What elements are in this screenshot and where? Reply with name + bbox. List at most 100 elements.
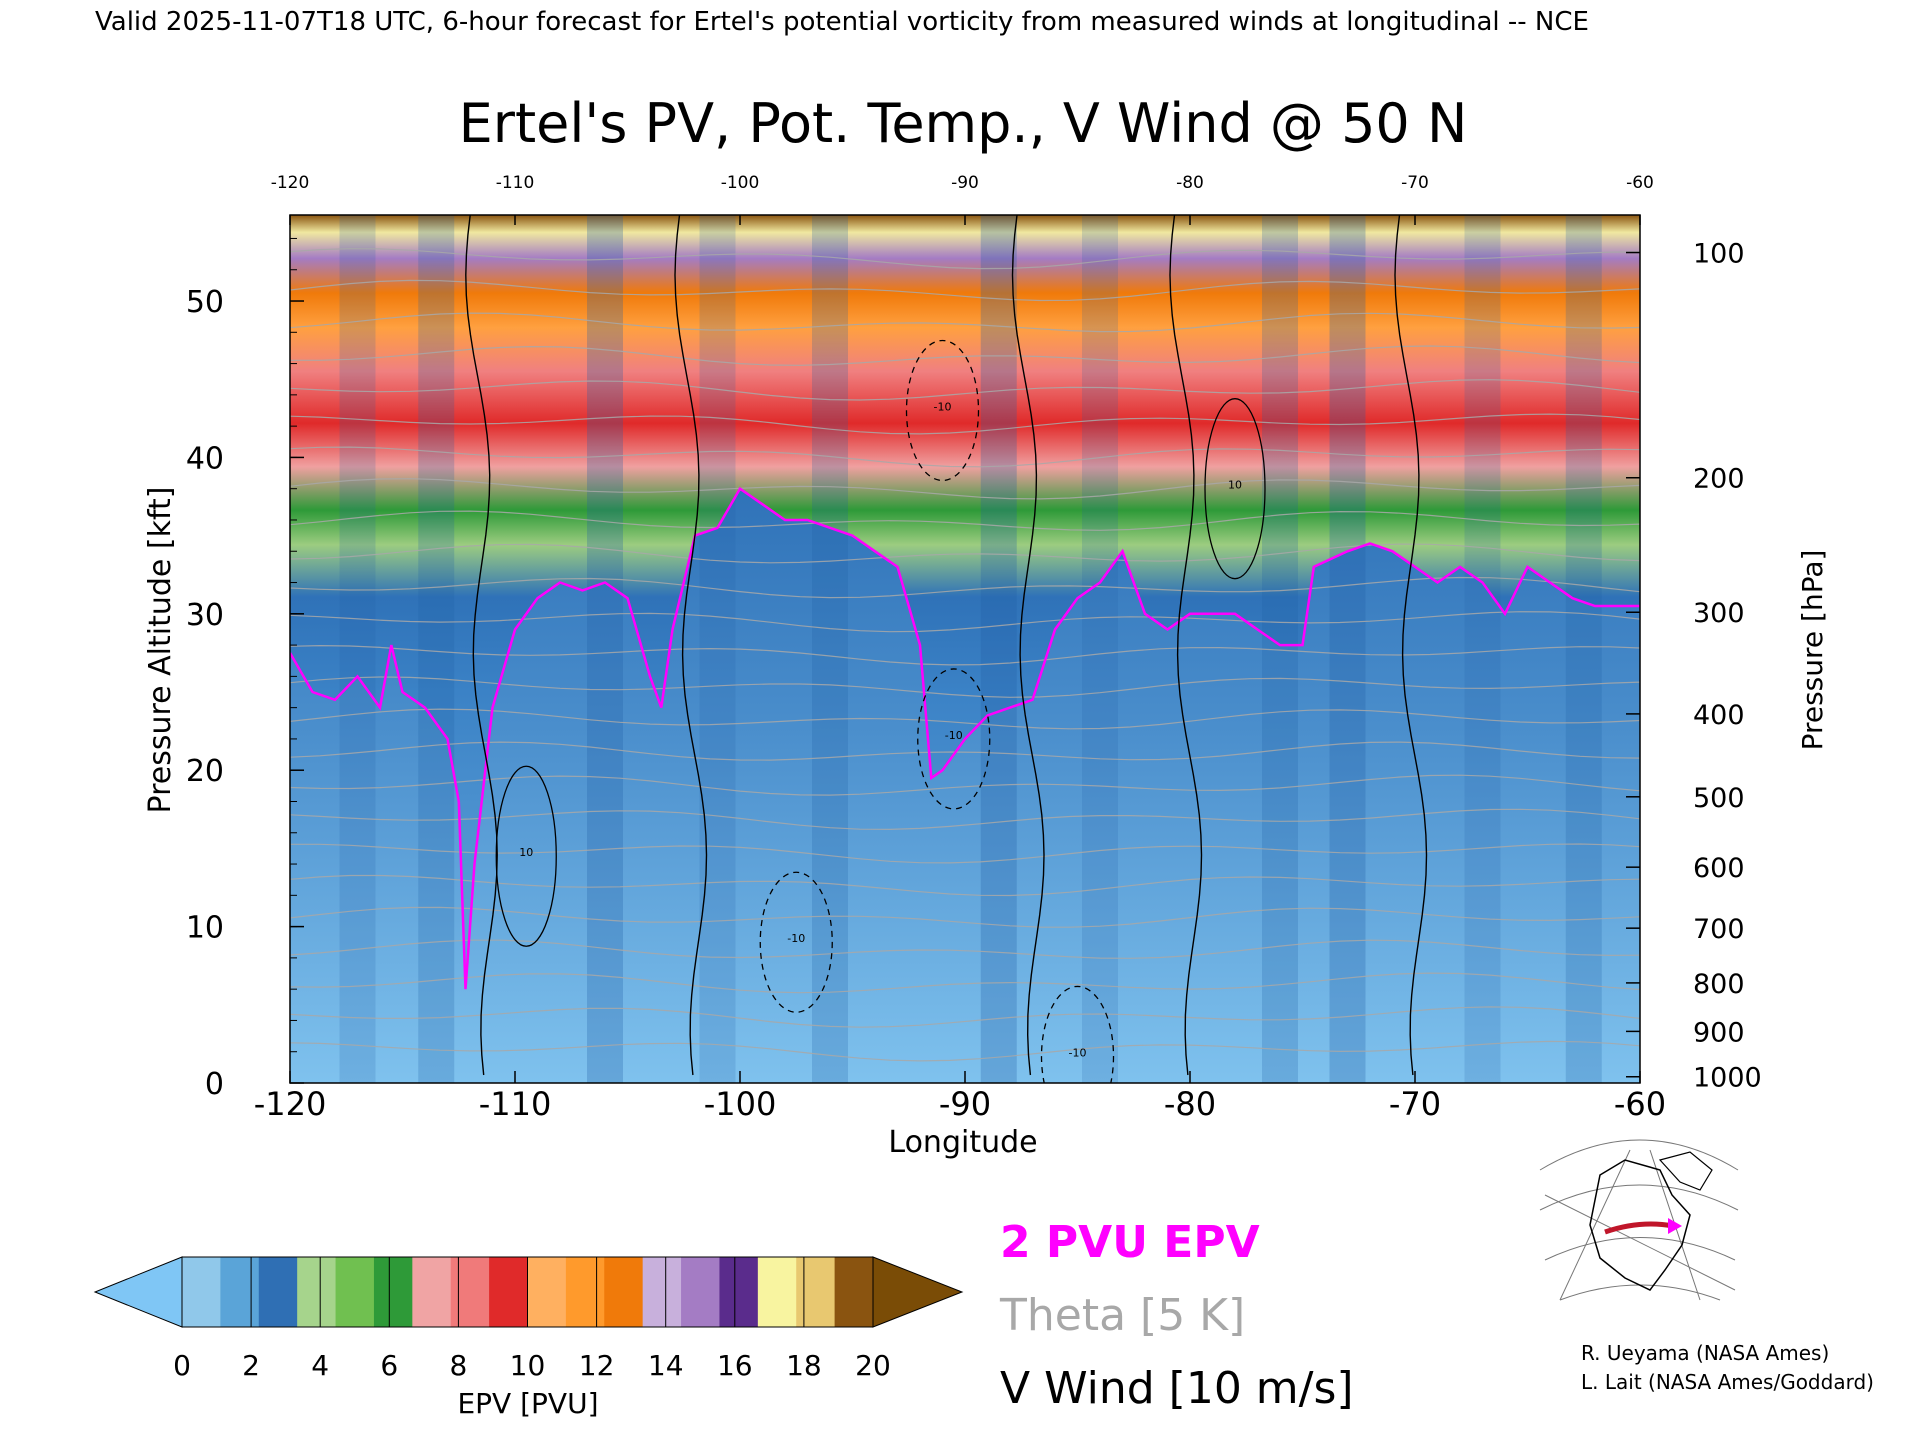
x-tick-label-bottom: -90: [939, 1085, 991, 1123]
x-tick-label-bottom: -80: [1164, 1085, 1216, 1123]
colorbar-swatch: [412, 1257, 452, 1327]
y-tick-label-right: 700: [1693, 914, 1745, 945]
colorbar-over-arrow: [872, 1256, 964, 1328]
colorbar-swatch: [335, 1257, 375, 1327]
colorbar-swatch: [796, 1257, 836, 1327]
theta-contour-line: [290, 774, 1640, 796]
theta-contours: [290, 247, 1640, 1062]
x-tick-label-top: -120: [271, 173, 310, 193]
chart-title: Ertel's PV, Pot. Temp., V Wind @ 50 N: [459, 92, 1468, 155]
y-tick-label-right: 500: [1693, 783, 1745, 814]
theta-contour-line: [290, 543, 1640, 564]
theta-contour-line: [290, 1006, 1640, 1028]
v-wind-zero-contour: [1169, 215, 1203, 1076]
theta-contour-line: [290, 379, 1640, 401]
theta-contour-line: [290, 874, 1640, 897]
locator-map-icon: [1539, 1139, 1739, 1301]
dark-band: [339, 215, 376, 1083]
v-wind-zero-contour: [465, 215, 498, 1076]
colorbar-tick-label: 6: [380, 1349, 398, 1382]
dark-band: [812, 215, 848, 1083]
y-tick-label-right: 300: [1693, 598, 1745, 629]
v-wind-zero-contour: [1394, 215, 1428, 1076]
plot-area: 10 10 -10 -10 -10 -10: [290, 215, 1640, 1083]
y-axis-label-right: Pressure [hPa]: [1796, 550, 1829, 751]
dark-band: [1464, 215, 1501, 1083]
y-tick-label-right: 900: [1693, 1017, 1745, 1048]
y-tick-label-right: 800: [1693, 969, 1745, 1000]
colorbar-swatch: [642, 1257, 682, 1327]
y-tick-label-left: 10: [186, 911, 224, 946]
y-tick-label-left: 30: [186, 598, 224, 633]
theta-contour-line: [290, 808, 1640, 831]
colorbar-tick-label: 8: [449, 1349, 467, 1382]
x-tick-label-top: -90: [951, 173, 979, 193]
y-tick-label-left: 50: [186, 285, 224, 320]
theta-contour-line: [290, 906, 1640, 928]
y-tick-label-right: 100: [1693, 239, 1745, 270]
y-tick-label-right: 200: [1693, 464, 1745, 495]
colorbar-swatch: [450, 1257, 490, 1327]
v-wind-contour-label: -10: [945, 729, 963, 742]
theta-contour-line: [290, 345, 1640, 366]
colorbar-tick-label: 18: [786, 1349, 822, 1382]
v-wind-zero-contour: [674, 215, 708, 1076]
theta-contour-line: [290, 843, 1640, 864]
v-wind-contour: [759, 871, 833, 1013]
tropopause-2pvu-line: [290, 486, 1640, 990]
colorbar-swatch: [527, 1257, 567, 1327]
x-tick-label-top: -80: [1176, 173, 1204, 193]
troposphere-fill: [290, 488, 1640, 1083]
theta-contour-line: [290, 576, 1640, 599]
legend-epv: 2 PVU EPV: [1000, 1217, 1260, 1268]
colorbar-tick-label: 12: [579, 1349, 615, 1382]
theta-contour-line: [290, 741, 1640, 761]
colorbar-swatch: [681, 1257, 720, 1327]
colorbar-tick-label: 2: [242, 1349, 260, 1382]
colorbar-tick-label: 20: [855, 1349, 891, 1382]
colorbar-tick-label: 0: [173, 1349, 191, 1382]
colorbar-label: EPV [PVU]: [457, 1387, 598, 1420]
colorbar-tick-label: 10: [510, 1349, 546, 1382]
y-tick-label-right: 600: [1693, 853, 1745, 884]
theta-contour-line: [290, 478, 1640, 500]
x-tick-label-bottom: -60: [1614, 1085, 1666, 1123]
y-tick-label-left: 20: [186, 754, 224, 789]
v-wind-contour: [917, 668, 991, 810]
v-wind-contour-label: -10: [787, 932, 805, 945]
theta-contour-line: [290, 708, 1640, 730]
v-wind-zero-contour: [1011, 215, 1045, 1076]
v-wind-contour: [1040, 985, 1115, 1083]
v-wind-contour-label: 10: [1228, 479, 1242, 492]
x-tick-label-top: -60: [1626, 173, 1654, 193]
x-tick-label-bottom: -120: [254, 1085, 327, 1123]
theta-contour-line: [290, 1040, 1640, 1062]
v-wind-contour: [495, 765, 557, 947]
theta-contour-line: [290, 312, 1640, 333]
y-tick-label-right: 1000: [1693, 1063, 1762, 1094]
header-text: Valid 2025-11-07T18 UTC, 6-hour forecast…: [95, 7, 1589, 37]
x-tick-label-bottom: -100: [704, 1085, 777, 1123]
colorbar-swatch: [258, 1257, 298, 1327]
v-wind-contour-label: -10: [934, 400, 952, 413]
x-tick-label-bottom: -70: [1389, 1085, 1441, 1123]
x-tick-label-top: -70: [1401, 173, 1429, 193]
axes: -120 -110 -100 -90 -80 -70 -60-120 -110 -100 -90-…: [186, 173, 1762, 1123]
y-axis-label-left: Pressure Altitude [kft]: [143, 487, 178, 814]
theta-contour-line: [290, 611, 1640, 633]
theta-contour-line: [290, 446, 1640, 468]
colorbar-swatch: [220, 1257, 260, 1327]
x-tick-label-top: -110: [496, 173, 535, 193]
dark-band: [1329, 215, 1366, 1083]
theta-contour-line: [290, 247, 1640, 270]
v-wind-contour: [905, 339, 980, 482]
x-tick-label-bottom: -110: [479, 1085, 552, 1123]
theta-contour-line: [290, 510, 1640, 531]
dark-band: [1565, 215, 1602, 1083]
theta-contour-line: [290, 972, 1640, 994]
theta-contour-line: [290, 644, 1640, 666]
v-wind-contours: 10 10 -10 -10 -10 -10: [465, 215, 1428, 1083]
colorbar-swatch: [373, 1257, 413, 1327]
dark-band: [587, 215, 623, 1083]
